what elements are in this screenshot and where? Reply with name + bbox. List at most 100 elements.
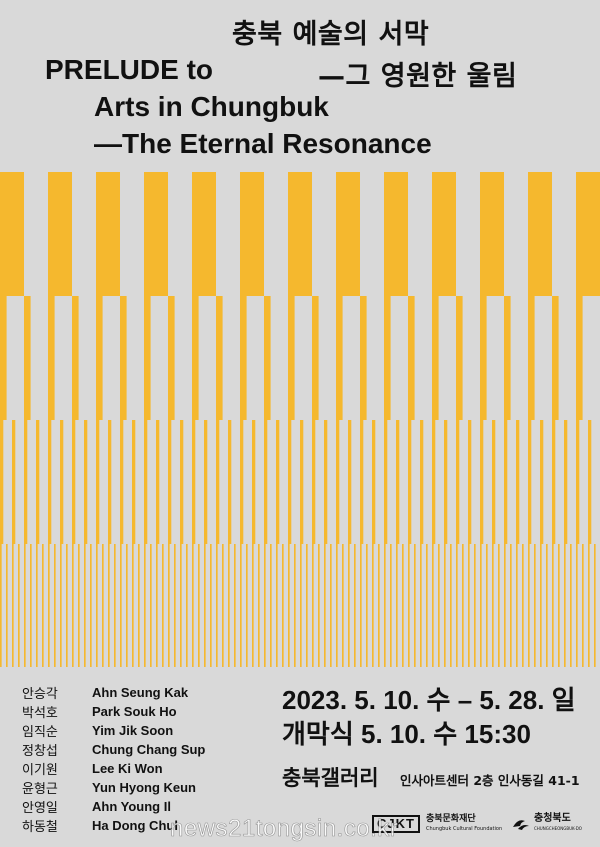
stripe-bar — [96, 296, 103, 420]
stripe-bar — [120, 420, 124, 544]
artist-name-ko: 안영일 — [22, 801, 58, 816]
stripe-bar — [396, 544, 398, 667]
title-english-line1: PRELUDE to — [45, 54, 213, 85]
stripe-bar — [516, 420, 520, 544]
title-english-line2: Arts in Chungbuk — [94, 91, 329, 122]
artist-name-en: Park Souk Ho — [92, 704, 177, 719]
stripe-bar — [456, 296, 463, 420]
stripe-bar — [588, 420, 592, 544]
artist-row: 임직순 Yim Jik Soon — [22, 721, 205, 740]
stripe-bar — [384, 544, 386, 667]
stripe-bar — [504, 296, 511, 420]
stripe-bar — [18, 544, 20, 667]
stripe-bar — [84, 420, 88, 544]
stripe-bar — [348, 544, 350, 667]
stripe-bar — [552, 420, 556, 544]
stripe-bar — [384, 420, 388, 544]
stripe-bar — [300, 420, 304, 544]
stripe-bar — [312, 296, 319, 420]
stripe-bar — [264, 544, 266, 667]
foundation-logo-text: 충북문화재단 Chungbuk Cultural Foundation — [426, 814, 502, 834]
stripe-bar — [528, 420, 532, 544]
stripe-bar — [312, 544, 314, 667]
stripe-bar — [480, 296, 487, 420]
stripe-bar — [36, 420, 40, 544]
stripe-bar — [528, 544, 530, 667]
artist-list: 안승각 Ahn Seung Kak 박석호 Park Souk Ho 임직순 Yim … — [22, 683, 205, 835]
artist-row: 안영일 Ahn Young Il — [22, 797, 205, 816]
artist-name-ko: 임직순 — [22, 725, 58, 740]
venue-name: 충북갤러리 — [282, 766, 379, 790]
stripe-bar — [360, 296, 367, 420]
stripe-bar — [570, 544, 572, 667]
stripe-bar — [192, 420, 196, 544]
title-korean-line2: —그 영원한 울림 — [318, 61, 518, 92]
stripe-bar — [300, 544, 302, 667]
province-subtitle: CHUNGCHEONGBUK-DO — [534, 826, 582, 831]
stripe-bar — [144, 296, 151, 420]
stripe-bar — [258, 544, 260, 667]
stripe-bar — [84, 544, 86, 667]
stripe-bar — [204, 544, 206, 667]
artist-name-ko: 정창섭 — [22, 744, 58, 759]
stripe-bar — [336, 420, 340, 544]
stripe-bar — [156, 544, 158, 667]
artist-name-ko: 박석호 — [22, 706, 58, 721]
stripe-bar — [222, 544, 224, 667]
stripe-bar — [0, 420, 4, 544]
stripe-bar — [72, 544, 74, 667]
stripe-bar — [564, 420, 568, 544]
stripe-bar — [24, 420, 28, 544]
stripe-bar — [432, 544, 434, 667]
stripe-bar — [114, 544, 116, 667]
stripe-bar — [30, 544, 32, 667]
artist-name-en: Chung Chang Sup — [92, 742, 206, 757]
stripe-bar — [306, 544, 308, 667]
stripe-bar — [228, 544, 230, 667]
stripe-bar — [528, 296, 535, 420]
stripe-bar — [510, 544, 512, 667]
stripe-bar — [264, 296, 271, 420]
stripe-bar — [408, 296, 415, 420]
stripe-bar — [120, 544, 122, 667]
stripe-bar — [408, 544, 410, 667]
stripe-bar — [0, 544, 2, 667]
stripe-bar — [96, 420, 100, 544]
stripe-bar — [324, 420, 328, 544]
stripe-bar — [252, 420, 256, 544]
stripe-bar — [390, 544, 392, 667]
venue-address: 인사아트센터 2층 인사동길 41-1 — [400, 773, 580, 788]
stripe-bar — [414, 544, 416, 667]
stripe-bar — [54, 544, 56, 667]
artist-name-en: Yun Hyong Keun — [92, 780, 196, 795]
stripe-bar — [438, 544, 440, 667]
stripe-bar — [468, 420, 472, 544]
stripe-bar — [558, 544, 560, 667]
stripe-bar — [474, 544, 476, 667]
stripe-bar — [288, 420, 292, 544]
stripe-bar — [384, 296, 391, 420]
stripe-bar — [462, 544, 464, 667]
stripe-bar — [240, 296, 247, 420]
stripe-bar — [396, 420, 400, 544]
artist-name-en: Ha Dong Chul — [92, 818, 178, 833]
stripe-bar — [144, 544, 146, 667]
stripe-bar — [486, 544, 488, 667]
stripe-bar — [294, 544, 296, 667]
stripe-bar — [36, 544, 38, 667]
stripe-bar — [60, 420, 64, 544]
stripe-bar — [492, 420, 496, 544]
stripe-bar — [492, 544, 494, 667]
exhibition-dates: 2023. 5. 10. 수 – 5. 28. 일 — [282, 685, 576, 715]
province-name: 충청북도 — [534, 813, 571, 824]
stripe-bar — [6, 544, 8, 667]
stripe-bar — [366, 544, 368, 667]
stripe-bar — [576, 420, 580, 544]
opening-ceremony: 개막식 5. 10. 수 15:30 — [282, 719, 531, 749]
artist-name-ko: 안승각 — [22, 687, 58, 702]
stripe-bar — [150, 544, 152, 667]
artist-name-ko: 하동철 — [22, 820, 58, 835]
artist-name-en: Yim Jik Soon — [92, 723, 174, 738]
stripe-bar — [552, 296, 559, 420]
stripe-bar — [108, 544, 110, 667]
